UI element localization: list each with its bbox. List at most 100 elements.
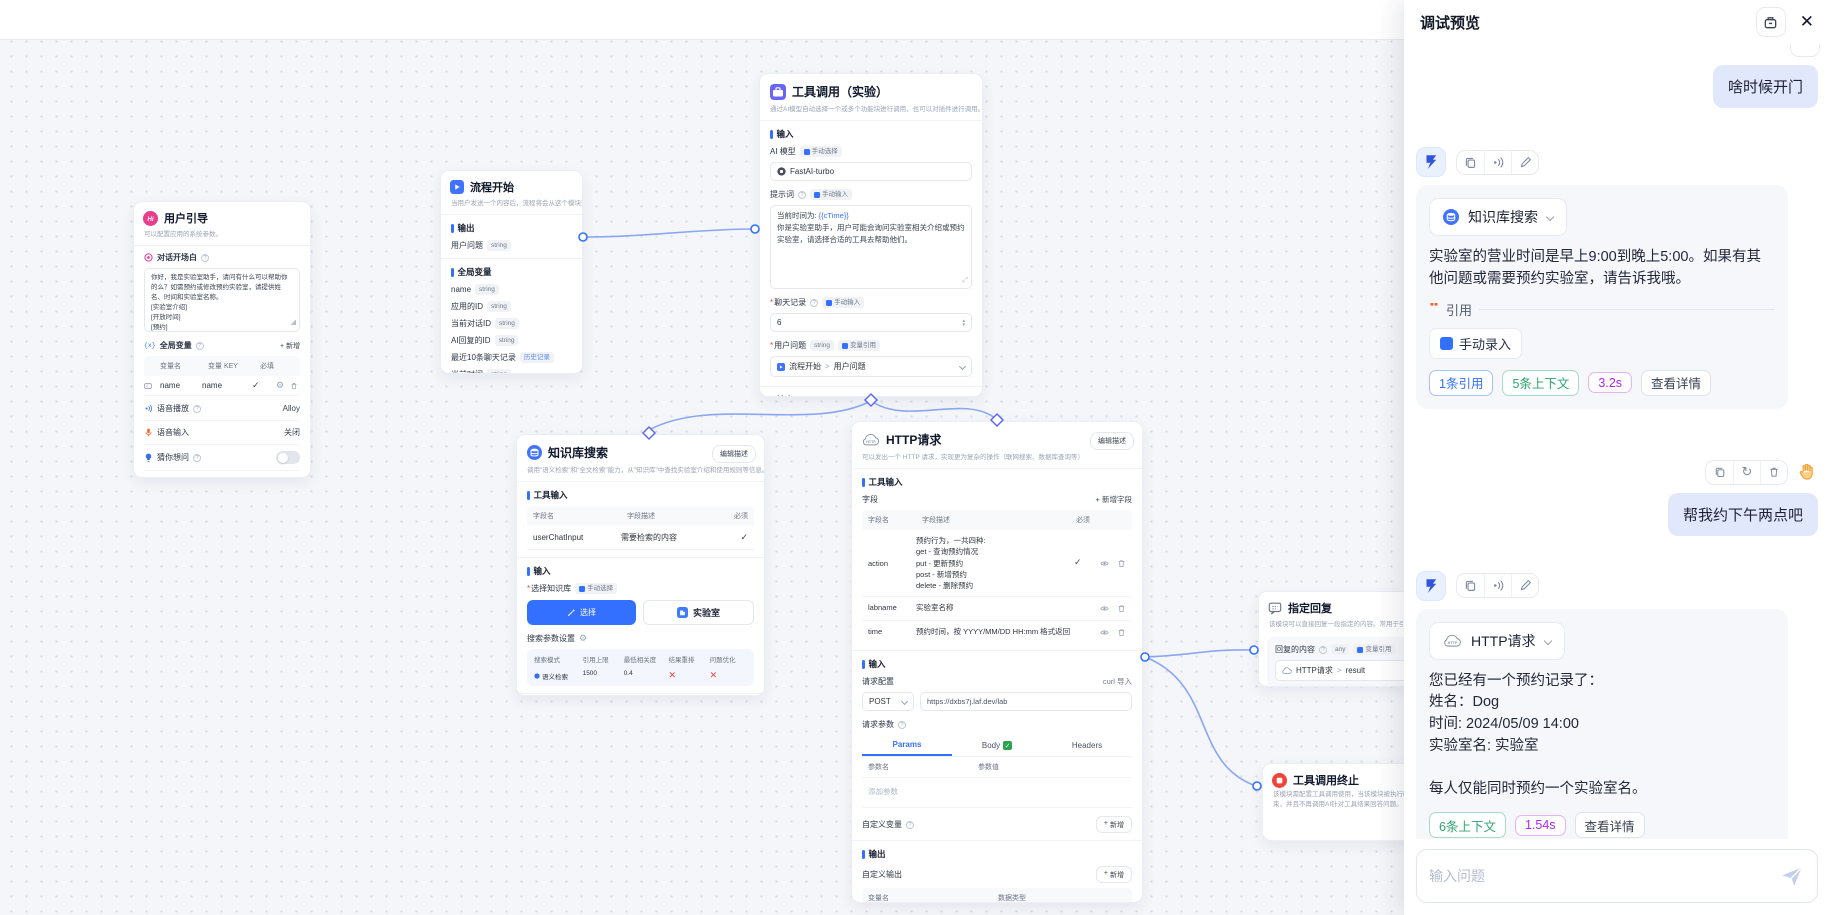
tts-value[interactable]: Alloy — [282, 404, 300, 413]
quote-label: 引用 — [1446, 302, 1473, 318]
col-data-type: 数据类型 — [998, 895, 1026, 903]
quote-source-pill[interactable]: 手动录入 — [1429, 327, 1523, 359]
send-icon[interactable] — [1779, 863, 1805, 889]
tool-run-pill[interactable]: HTTP HTTP请求 — [1429, 621, 1565, 660]
quote-limit-value: 1500 — [582, 670, 598, 677]
url-input[interactable]: https://dxbs7j.laf.dev/lab — [920, 692, 1132, 712]
edit-desc-button[interactable]: 编辑描述 — [1090, 432, 1134, 450]
field-name: labname — [868, 603, 897, 613]
node-desc: 该模块可以直接回复一段指定的内容。常用于引导、提示。 — [1269, 621, 1438, 628]
history-input[interactable]: 6 ▴ ▾ — [770, 313, 972, 332]
assistant-avatar — [1416, 570, 1446, 601]
eye-icon[interactable] — [1100, 604, 1109, 613]
dataset-button[interactable]: 实验室 — [643, 600, 754, 625]
view-detail-button[interactable]: 查看详情 — [1574, 812, 1645, 838]
save-button[interactable] — [1755, 7, 1786, 37]
model-select[interactable]: FastAI-turbo — [770, 162, 972, 181]
add-field-button[interactable]: + 新增字段 — [1095, 495, 1132, 504]
trash-icon[interactable] — [1117, 628, 1126, 637]
previous-message-remnant — [1790, 44, 1820, 57]
duration-tag[interactable]: 1.54s — [1514, 814, 1566, 836]
trash-icon[interactable] — [1117, 559, 1126, 568]
edit-icon[interactable] — [1511, 574, 1538, 597]
chevron-down-icon — [1543, 636, 1552, 645]
eye-icon[interactable] — [1100, 559, 1109, 568]
quote-count-tag[interactable]: 1条引用 — [1429, 369, 1494, 396]
gear-icon[interactable]: ⚙ — [276, 380, 285, 390]
curl-import-button[interactable]: curl 导入 — [1102, 677, 1132, 687]
node-title: 指定回复 — [1288, 603, 1332, 615]
select-kb-button[interactable]: 选择 — [527, 600, 636, 625]
chat-history[interactable]: 啥时候开门 知识库搜索 实验室的营业时间是早上9:00到晚上5:00。如果有其他… — [1404, 44, 1830, 839]
help-icon — [798, 190, 806, 199]
prompt-textarea[interactable]: 当前时间为: {{cTime}} 你是实验室助手，用户可能会询问实验室相关介绍或… — [770, 205, 972, 289]
welcome-label: 对话开场白 — [157, 253, 197, 262]
add-custom-var-button[interactable]: + 新增 — [1095, 816, 1132, 834]
copy-icon[interactable] — [1457, 151, 1484, 174]
tool-input-section-label: 工具输入 — [533, 490, 568, 500]
stepper-icons[interactable]: ▴ ▾ — [962, 317, 965, 328]
node-desc: 调用"语义检索"和"全文检索"能力，从"知识库"中查找实验室介绍和使用规则等信息… — [527, 467, 764, 474]
add-custom-output-button[interactable]: + 新增 — [1095, 866, 1132, 884]
var-name: name — [160, 381, 181, 390]
tab-params[interactable]: Params — [862, 735, 952, 757]
assistant-message: HTTP HTTP请求 您已经有一个预约记录了： 姓名：Dog 时间: 2024… — [1416, 608, 1788, 839]
add-param-placeholder[interactable]: 添加参数 — [868, 787, 898, 797]
context-count-tag[interactable]: 5条上下文 — [1502, 369, 1580, 396]
manual-entry-icon — [1440, 336, 1453, 350]
edit-desc-button[interactable]: 编辑描述 — [712, 445, 756, 463]
tab-body[interactable]: Body ✓ — [981, 741, 1013, 751]
tts-label: 语音播放 — [157, 404, 189, 413]
close-icon[interactable]: ✕ — [1799, 12, 1814, 31]
help-icon — [193, 453, 201, 462]
gear-icon[interactable]: ⚙ — [579, 633, 588, 643]
stt-value[interactable]: 关闭 — [284, 428, 300, 437]
node-flow-start[interactable]: 流程开始 当用户发送一个内容后，流程将会从这个模块开始执行。 输出 用户问题 st… — [440, 170, 583, 374]
tool-run-pill[interactable]: 知识库搜索 — [1429, 198, 1567, 236]
question-select[interactable]: 流程开始 > 用户问题 — [770, 356, 972, 377]
tts-icon — [144, 404, 153, 413]
global-var: 当前时间 — [451, 369, 483, 373]
node-http[interactable]: 编辑描述 HTTP HTTP请求 可以发出一个 HTTP 请求，实现更为复杂的操… — [851, 421, 1143, 903]
model-name: FastAI-turbo — [790, 167, 835, 176]
edit-icon[interactable] — [1511, 150, 1538, 174]
method-select[interactable]: POST — [862, 692, 914, 712]
welcome-textarea[interactable]: 你好，我是实验室助手，请问有什么可以帮助你的么？如需预约或修改预约实验室，请提供… — [144, 268, 300, 332]
view-detail-button[interactable]: 查看详情 — [1641, 369, 1712, 396]
resize-handle-icon[interactable]: ⤢ — [962, 276, 968, 284]
node-desc: 该模块需配置工具调用使用，当该模块被执行时，工具调用将会强制结束，并且不再调用A… — [1273, 791, 1475, 808]
duration-tag[interactable]: 3.2s — [1588, 372, 1633, 393]
tool-name: HTTP请求 — [1471, 632, 1536, 649]
stop-icon — [1272, 772, 1287, 788]
node-user-guide[interactable]: Hi 用户引导 可以配置应用的系统参数。 对话开场白 你好，我是实验室助手，请问… — [133, 201, 311, 478]
wand-icon — [567, 608, 576, 617]
chat-input[interactable] — [1429, 868, 1779, 884]
retry-icon[interactable]: ↻ — [1733, 460, 1760, 484]
copy-icon[interactable] — [1706, 461, 1733, 484]
audio-icon[interactable] — [1484, 150, 1511, 174]
col-required: 必须 — [1076, 517, 1090, 524]
var-table-row: name name ✓ ⚙ — [144, 376, 300, 396]
timer-value[interactable]: 未开启 — [276, 477, 300, 478]
context-count-tag[interactable]: 6条上下文 — [1429, 812, 1506, 838]
guess-toggle[interactable] — [276, 451, 300, 464]
eye-icon[interactable] — [1100, 628, 1109, 637]
copy-icon[interactable] — [1457, 574, 1484, 597]
user-question-label: 用户问题 — [451, 241, 483, 250]
semantic-icon — [534, 672, 540, 679]
chevron-down-icon — [1545, 212, 1555, 222]
trash-icon[interactable] — [1760, 460, 1787, 484]
col-required: 必须 — [734, 513, 748, 520]
col-search-mode: 搜索模式 — [534, 657, 560, 664]
trash-icon[interactable] — [1117, 604, 1126, 613]
trash-icon[interactable] — [290, 382, 298, 390]
node-kb-search[interactable]: 编辑描述 知识库搜索 调用"语义检索"和"全文检索"能力，从"知识库"中查找实验… — [516, 434, 765, 696]
add-var-button[interactable]: + 新增 — [279, 342, 300, 350]
save-icon — [1763, 15, 1778, 30]
resize-handle-icon[interactable]: ◢ — [290, 319, 296, 327]
tab-headers[interactable]: Headers — [1071, 741, 1103, 751]
chat-input-box[interactable] — [1416, 849, 1818, 903]
audio-icon[interactable] — [1484, 574, 1511, 597]
wave-hand-icon[interactable] — [1797, 462, 1818, 483]
node-tool-call[interactable]: 工具调用（实验） 通过AI模型自动选择一个或多个功能块进行调用，也可以对插件进行… — [759, 73, 983, 397]
